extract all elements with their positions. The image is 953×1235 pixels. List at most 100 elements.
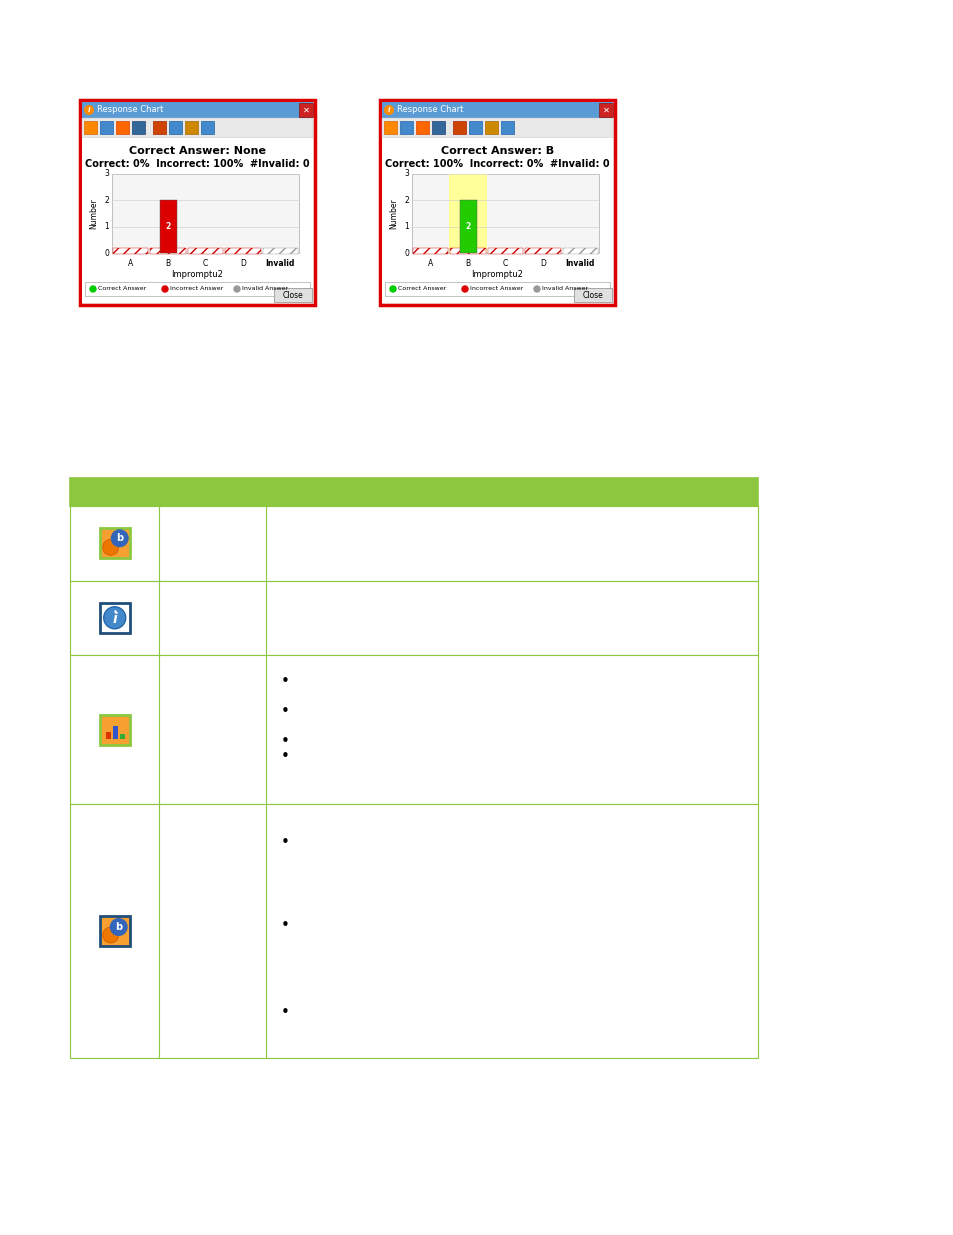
Bar xyxy=(385,282,609,296)
Text: C: C xyxy=(502,259,508,268)
Text: ✕: ✕ xyxy=(602,105,609,115)
Bar xyxy=(598,103,613,117)
Text: Correct Answer: Correct Answer xyxy=(397,287,446,291)
Bar xyxy=(459,200,476,253)
Text: B: B xyxy=(465,259,470,268)
Bar xyxy=(169,121,182,135)
Text: Incorrect Answer: Incorrect Answer xyxy=(470,287,522,291)
Bar xyxy=(100,529,130,558)
Bar xyxy=(413,248,448,254)
Bar xyxy=(381,138,613,303)
Text: 2: 2 xyxy=(404,196,409,205)
Bar xyxy=(152,121,166,135)
Circle shape xyxy=(103,927,118,944)
Bar xyxy=(381,119,613,138)
Circle shape xyxy=(534,287,539,291)
Circle shape xyxy=(390,287,395,291)
Text: i: i xyxy=(112,611,117,626)
Text: A: A xyxy=(128,259,133,268)
Text: •: • xyxy=(281,835,290,850)
Bar xyxy=(70,478,758,506)
Bar xyxy=(487,248,522,254)
Text: Response Chart: Response Chart xyxy=(97,105,163,115)
Text: Incorrect Answer: Incorrect Answer xyxy=(170,287,223,291)
Text: Impromptu2: Impromptu2 xyxy=(172,270,223,279)
Bar xyxy=(449,174,486,253)
Bar xyxy=(70,580,758,655)
Text: 2: 2 xyxy=(465,222,470,231)
Bar xyxy=(116,121,129,135)
Bar xyxy=(80,100,314,305)
Bar xyxy=(469,121,481,135)
Bar xyxy=(484,121,497,135)
Bar xyxy=(82,138,313,303)
Circle shape xyxy=(461,287,468,291)
Bar xyxy=(381,103,613,119)
Bar xyxy=(274,288,312,303)
Circle shape xyxy=(110,918,128,936)
Bar xyxy=(112,726,117,739)
Text: Correct Answer: B: Correct Answer: B xyxy=(440,146,554,156)
Bar xyxy=(432,121,444,135)
Circle shape xyxy=(104,606,126,629)
Text: ✕: ✕ xyxy=(302,105,309,115)
Text: •: • xyxy=(281,734,290,748)
Text: Correct Answer: None: Correct Answer: None xyxy=(129,146,266,156)
Text: Invalid Answer: Invalid Answer xyxy=(541,287,587,291)
Text: 2: 2 xyxy=(165,222,171,231)
Text: •: • xyxy=(281,748,290,764)
Text: b: b xyxy=(115,923,122,932)
Bar xyxy=(84,121,97,135)
Bar xyxy=(82,119,313,138)
Text: •: • xyxy=(112,609,117,618)
Text: D: D xyxy=(539,259,545,268)
Text: Response Chart: Response Chart xyxy=(396,105,463,115)
Bar xyxy=(85,282,310,296)
Text: C: C xyxy=(203,259,208,268)
Text: 1: 1 xyxy=(404,222,409,231)
Bar xyxy=(106,732,111,739)
Bar xyxy=(399,121,413,135)
Circle shape xyxy=(233,287,240,291)
Text: Correct Answer: Correct Answer xyxy=(98,287,146,291)
Bar xyxy=(70,804,758,1058)
Bar xyxy=(70,655,758,804)
Text: b: b xyxy=(116,534,123,543)
Text: i: i xyxy=(388,107,390,112)
Bar xyxy=(384,121,396,135)
Bar xyxy=(100,916,130,946)
Bar xyxy=(379,100,615,305)
Text: 2: 2 xyxy=(104,196,109,205)
Text: Invalid Answer: Invalid Answer xyxy=(242,287,288,291)
Bar xyxy=(132,121,145,135)
Bar xyxy=(201,121,213,135)
Bar xyxy=(298,103,313,117)
Bar xyxy=(70,506,758,580)
Bar xyxy=(525,248,560,254)
Bar xyxy=(574,288,612,303)
Circle shape xyxy=(384,105,394,115)
Text: i: i xyxy=(88,107,91,112)
Bar xyxy=(151,248,186,254)
Bar xyxy=(412,174,598,253)
Text: 0: 0 xyxy=(104,248,109,258)
Text: Impromptu2: Impromptu2 xyxy=(471,270,523,279)
Text: •: • xyxy=(281,919,290,934)
Bar xyxy=(112,248,149,254)
Text: Number: Number xyxy=(90,198,98,228)
Text: •: • xyxy=(281,704,290,719)
Bar xyxy=(453,121,465,135)
Circle shape xyxy=(84,105,94,115)
Circle shape xyxy=(111,530,129,547)
Text: 3: 3 xyxy=(104,169,109,179)
Text: B: B xyxy=(166,259,171,268)
Text: Correct: 0%  Incorrect: 100%  #Invalid: 0: Correct: 0% Incorrect: 100% #Invalid: 0 xyxy=(85,159,310,169)
Text: Number: Number xyxy=(389,198,398,228)
Bar xyxy=(185,121,198,135)
Text: Invalid: Invalid xyxy=(265,259,294,268)
Text: •: • xyxy=(281,1005,290,1020)
Text: 0: 0 xyxy=(404,248,409,258)
Text: Close: Close xyxy=(582,290,602,300)
Bar xyxy=(100,121,112,135)
Text: Correct: 100%  Incorrect: 0%  #Invalid: 0: Correct: 100% Incorrect: 0% #Invalid: 0 xyxy=(385,159,609,169)
